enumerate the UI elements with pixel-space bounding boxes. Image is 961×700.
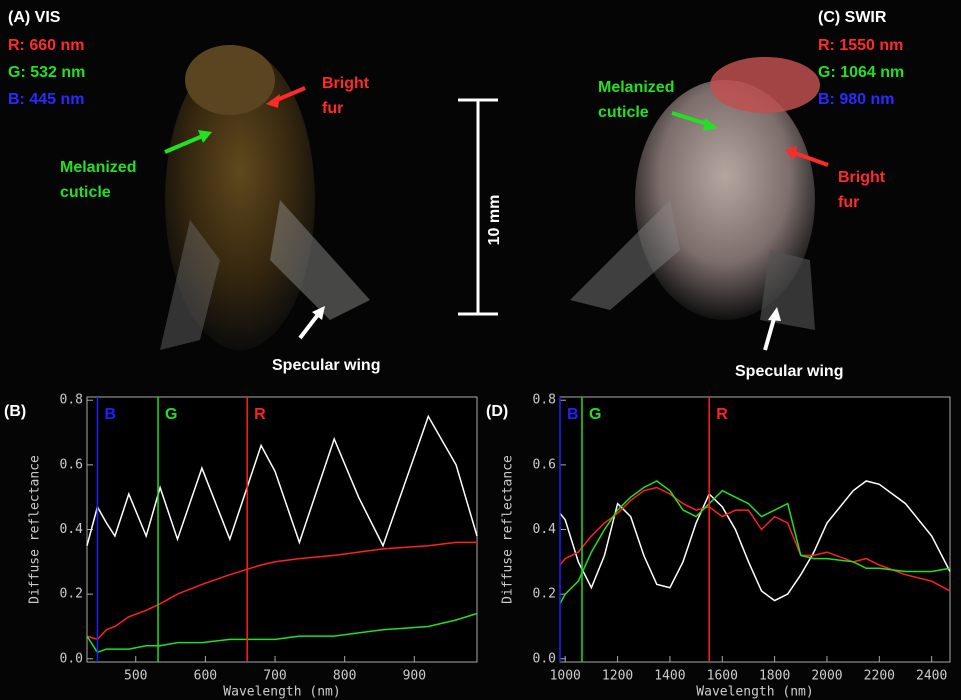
- y-tick-label: 0.2: [60, 587, 83, 602]
- x-tick-label: 1400: [654, 669, 685, 684]
- x-tick-label: 2200: [864, 669, 895, 684]
- x-tick-label: 2000: [811, 669, 842, 684]
- annotation: Melanized: [60, 159, 136, 176]
- panel-title: (D): [486, 403, 508, 420]
- band-label: G: [589, 406, 601, 423]
- scale-label: 10 mm: [486, 195, 503, 246]
- annotation: Specular wing: [735, 363, 843, 380]
- annotation: cuticle: [598, 104, 649, 121]
- x-tick-label: 600: [194, 669, 217, 684]
- y-tick-label: 0.4: [60, 522, 84, 537]
- x-axis-label: Wavelength (nm): [696, 685, 813, 700]
- channel-label: R: 1550 nm: [818, 37, 903, 54]
- y-tick-label: 0.8: [533, 393, 556, 408]
- annotation: cuticle: [60, 184, 111, 201]
- channel-label: B: 445 nm: [8, 91, 84, 108]
- band-label: R: [716, 406, 728, 423]
- y-tick-label: 0.2: [533, 587, 556, 602]
- y-axis-label: Diffuse reflectance: [28, 455, 43, 604]
- annotation: fur: [838, 194, 859, 211]
- channel-label: B: 980 nm: [818, 91, 894, 108]
- x-tick-label: 1800: [759, 669, 790, 684]
- channel-label: R: 660 nm: [8, 37, 84, 54]
- annotation: Melanized: [598, 79, 674, 96]
- x-tick-label: 1000: [550, 669, 581, 684]
- x-tick-label: 800: [333, 669, 356, 684]
- band-label: B: [104, 406, 116, 423]
- band-label: B: [567, 406, 579, 423]
- y-tick-label: 0.6: [60, 457, 83, 472]
- panel-title: (B): [4, 403, 26, 420]
- figure: 10 mm (A) VIS R: 660 nm G: 532 nm B: 445 nm…: [0, 0, 961, 700]
- y-tick-label: 0.8: [60, 393, 83, 408]
- y-tick-label: 0.0: [533, 651, 556, 666]
- x-tick-label: 900: [403, 669, 426, 684]
- annotation: fur: [322, 100, 343, 117]
- annotation: Specular wing: [272, 357, 380, 374]
- page: 10 mm (A) VIS R: 660 nm G: 532 nm B: 445 nm…: [0, 0, 961, 700]
- y-tick-label: 0.4: [533, 522, 557, 537]
- x-axis-label: Wavelength (nm): [223, 685, 340, 700]
- x-tick-label: 500: [124, 669, 147, 684]
- band-label: G: [165, 406, 177, 423]
- y-tick-label: 0.0: [60, 651, 83, 666]
- y-axis-label: Diffuse reflectance: [501, 455, 516, 604]
- y-tick-label: 0.6: [533, 457, 556, 472]
- plot-frame: [87, 397, 477, 662]
- x-tick-label: 1200: [602, 669, 633, 684]
- channel-label: G: 532 nm: [8, 64, 85, 81]
- channel-label: G: 1064 nm: [818, 64, 904, 81]
- annotation: Bright: [838, 169, 886, 186]
- panel-title: (A) VIS: [8, 9, 61, 26]
- x-tick-label: 700: [263, 669, 286, 684]
- plot-frame: [560, 397, 950, 662]
- panel-title: (C) SWIR: [818, 9, 887, 26]
- annotation: Bright: [322, 75, 370, 92]
- x-tick-label: 1600: [707, 669, 738, 684]
- band-label: R: [254, 406, 266, 423]
- x-tick-label: 2400: [916, 669, 947, 684]
